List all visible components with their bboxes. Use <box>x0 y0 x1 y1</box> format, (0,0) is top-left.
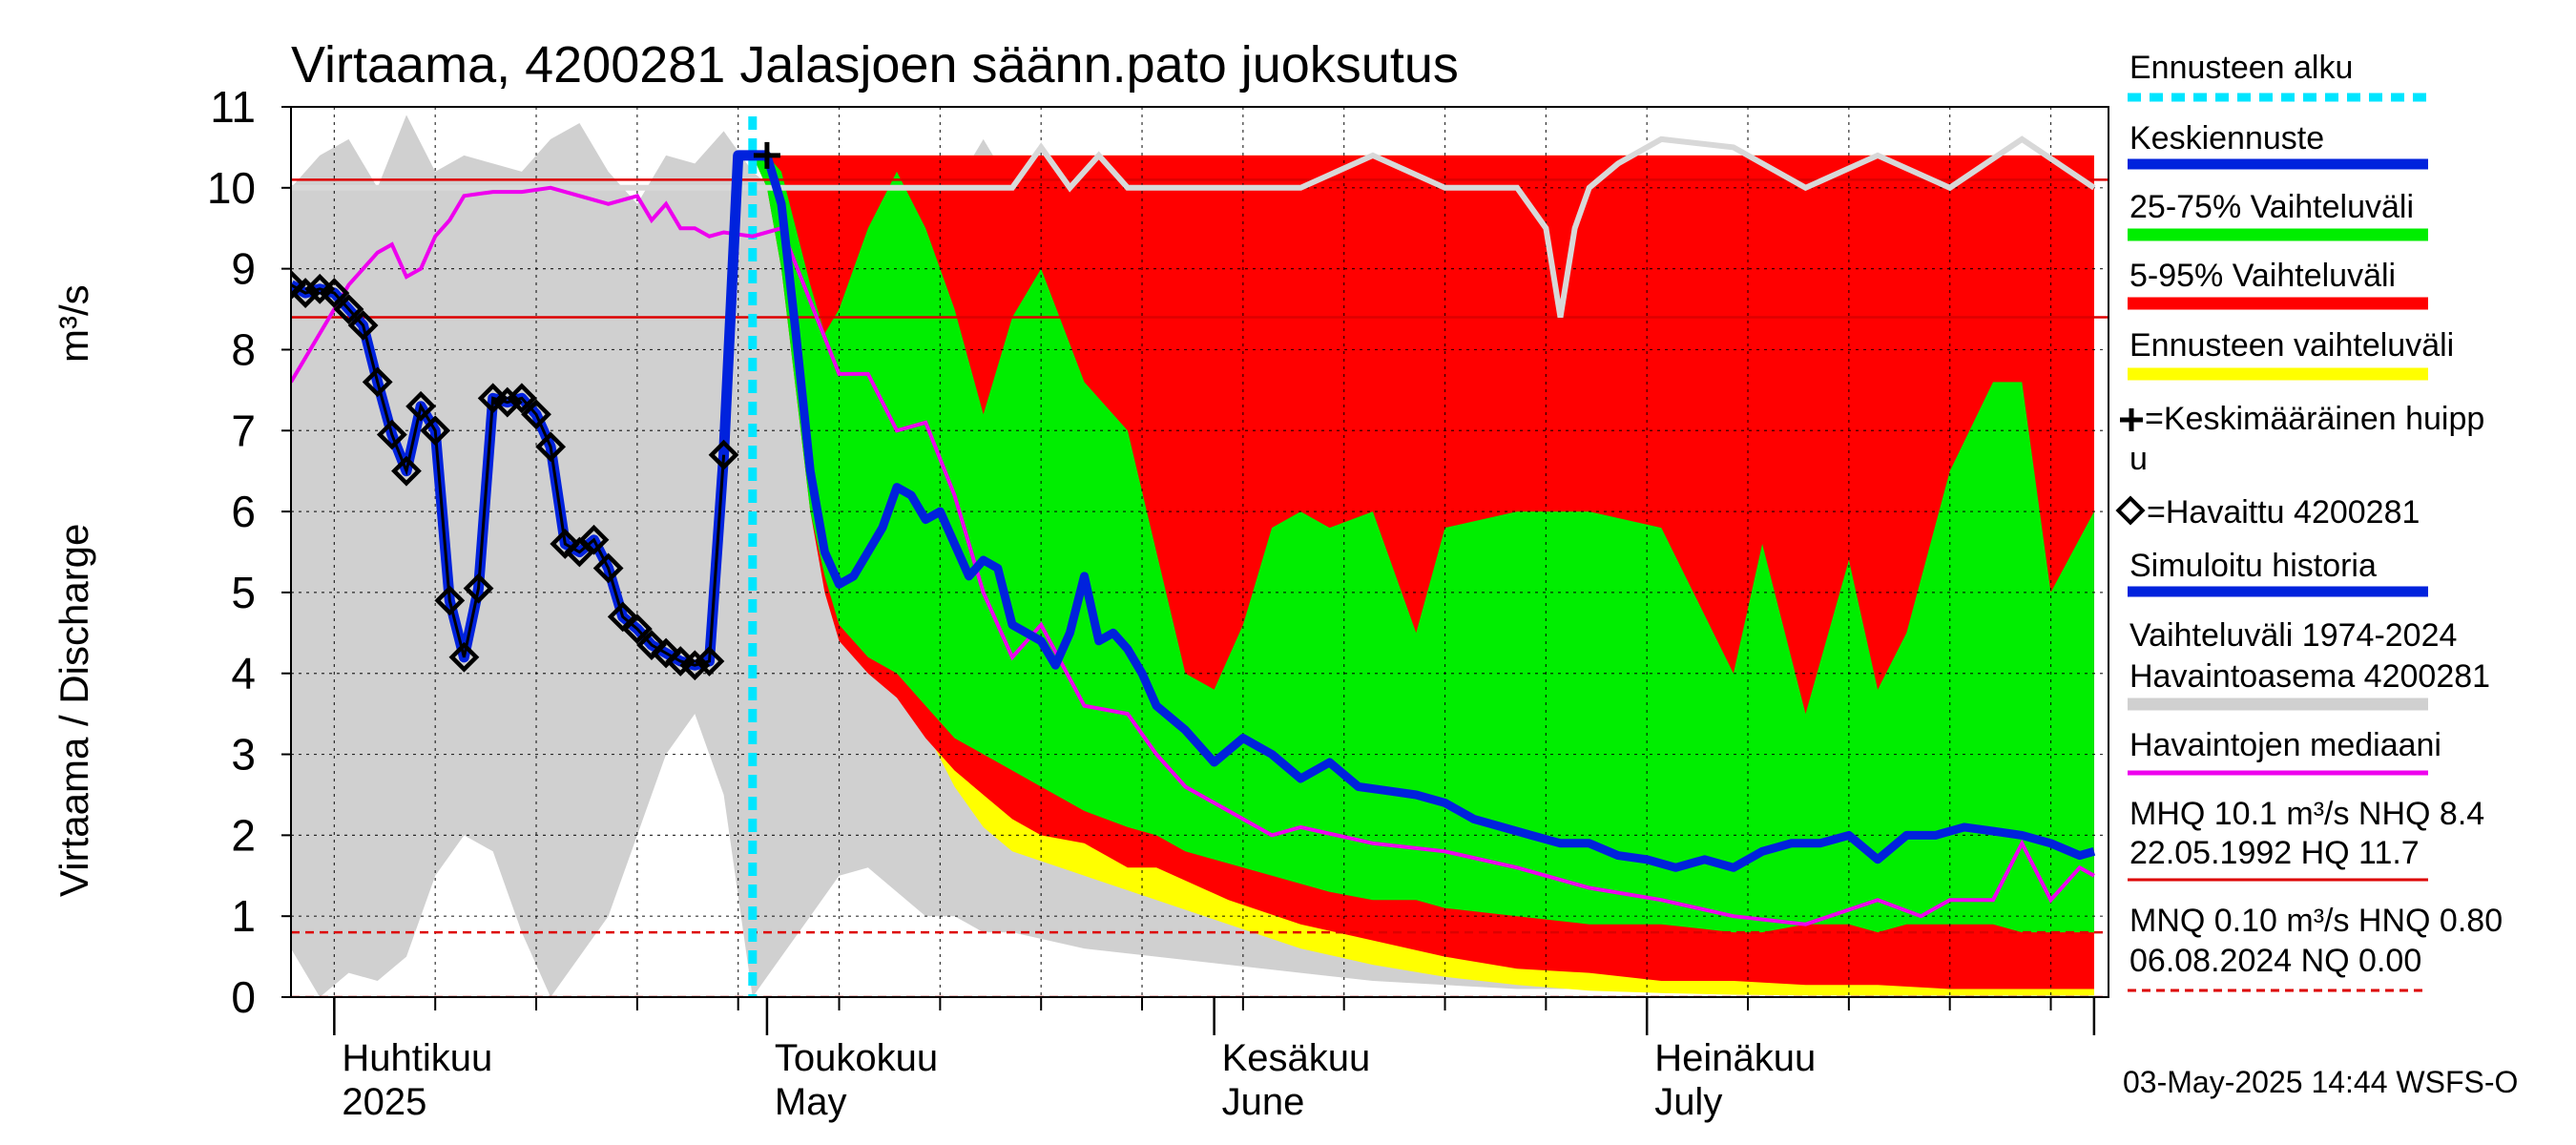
legend-label-history-range: Vaihteluväli 1974-2024 <box>2129 617 2457 654</box>
observed-point <box>376 419 407 450</box>
y-axis-label: Virtaama / Discharge <box>52 524 96 897</box>
legend-label-simulated: Simuloitu historia <box>2129 548 2377 584</box>
y-tick-label: 3 <box>231 730 256 780</box>
stats-low-line1: MNQ 0.10 m³/s HNQ 0.80 <box>2129 903 2503 939</box>
observed-point <box>535 431 567 463</box>
mean-forecast-line <box>752 151 2096 872</box>
y-tick-label: 6 <box>231 487 256 536</box>
observed-point <box>319 278 350 308</box>
legend-swatch-mean-peak <box>2120 408 2143 431</box>
legend-label-ensemble-range: Ennusteen vaihteluväli <box>2129 327 2454 364</box>
x-month-sublabel: May <box>775 1081 847 1123</box>
history-max-line <box>291 135 2096 318</box>
median-line <box>291 185 2095 926</box>
y-tick-label: 2 <box>231 810 256 860</box>
range-25-75-band <box>752 155 2094 933</box>
observed-point <box>391 455 422 487</box>
x-month-label: Kesäkuu <box>1222 1037 1371 1079</box>
legend-label-mean-peak: =Keskimääräinen huipp <box>2145 401 2484 437</box>
x-month-sublabel: June <box>1222 1081 1305 1123</box>
observed-point <box>448 641 480 673</box>
stats-high-line1: MHQ 10.1 m³/s NHQ 8.4 <box>2129 796 2484 832</box>
legend-label-forecast-start: Ennusteen alku <box>2129 50 2353 86</box>
x-month-label: Toukokuu <box>775 1037 938 1079</box>
legend-label-history-station: Havaintoasema 4200281 <box>2129 658 2490 695</box>
observed-point <box>694 646 725 677</box>
legend-label-range-25-75: 25-75% Vaihteluväli <box>2129 189 2414 225</box>
x-month-sublabel: 2025 <box>342 1081 426 1123</box>
timestamp: 03-May-2025 14:44 WSFS-O <box>2123 1065 2518 1099</box>
x-month-label: Heinäkuu <box>1654 1037 1816 1079</box>
y-tick-label: 11 <box>210 82 256 132</box>
legend: Ennusteen alku Keskiennuste 25-75% Vaiht… <box>2115 50 2503 992</box>
observed-point <box>434 585 466 616</box>
observed-point <box>362 366 393 398</box>
observed-point <box>521 399 551 430</box>
legend-label-obs-median: Havaintojen mediaani <box>2129 727 2441 763</box>
y-tick-label: 4 <box>231 649 256 698</box>
observed-point <box>463 572 494 604</box>
legend-swatch-observed <box>2115 495 2146 526</box>
plot-area <box>291 107 2109 997</box>
y-axis-unit: m³/s <box>52 284 96 363</box>
observed-point <box>333 294 364 324</box>
y-tick-label: 5 <box>231 568 256 617</box>
plot-frame <box>290 106 2109 998</box>
y-tick-label: 8 <box>231 324 256 374</box>
observed-point <box>621 614 653 644</box>
legend-label-mean-forecast: Keskiennuste <box>2129 120 2324 156</box>
observed-point <box>592 552 624 584</box>
legend-label-range-5-95: 5-95% Vaihteluväli <box>2129 258 2396 294</box>
y-tick-label: 9 <box>231 244 256 294</box>
observed-point <box>506 383 537 414</box>
y-tick-label: 1 <box>231 891 256 941</box>
y-tick-label: 7 <box>231 406 256 455</box>
legend-label-observed: =Havaittu 4200281 <box>2147 494 2420 531</box>
y-tick-label: 10 <box>207 163 256 213</box>
observed-line <box>291 283 726 667</box>
y-tick-label: 0 <box>231 972 256 1022</box>
observed-point <box>420 415 451 447</box>
x-month-sublabel: July <box>1654 1081 1722 1123</box>
observed-point <box>708 439 739 470</box>
stats-high-line2: 22.05.1992 HQ 11.7 <box>2129 835 2420 871</box>
observed-point <box>347 310 379 341</box>
x-month-label: Huhtikuu <box>342 1037 492 1079</box>
observed-point <box>405 390 436 422</box>
stats-low-line2: 06.08.2024 NQ 0.00 <box>2129 943 2421 979</box>
legend-label-mean-peak-cont: u <box>2129 441 2148 477</box>
observed-point <box>578 524 610 555</box>
chart-title: Virtaama, 4200281 Jalasjoen säänn.pato j… <box>291 36 1459 94</box>
